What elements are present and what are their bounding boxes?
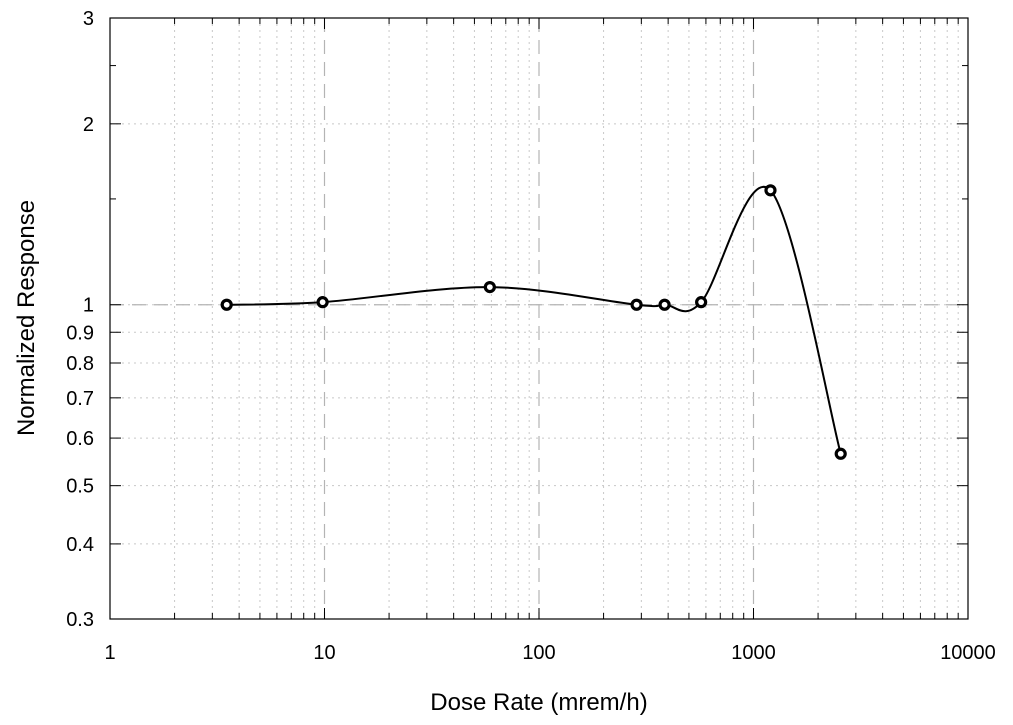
- data-markers: [220, 184, 847, 460]
- x-tick-label: 10000: [940, 642, 996, 664]
- data-point: [316, 296, 329, 309]
- y-tick-label: 2: [83, 114, 94, 136]
- data-point: [834, 447, 847, 460]
- x-tick-label: 10: [313, 642, 335, 664]
- x-tick-label: 1000: [731, 642, 776, 664]
- plot-frame: [109, 17, 969, 620]
- x-tick-label: 1: [104, 642, 115, 664]
- y-tick-label: 0.4: [66, 534, 94, 556]
- data-point: [695, 296, 708, 309]
- data-point: [483, 280, 496, 294]
- x-axis-title: Dose Rate (mrem/h): [430, 689, 647, 716]
- tick-labels: 1 10 100 1000 10000 0.3 0.4 0.5 0.6 0.7 0.8 0.9 1 2 3: [66, 8, 996, 664]
- y-tick-label: 0.5: [66, 476, 94, 498]
- data-point: [220, 298, 233, 311]
- data-point: [630, 298, 643, 311]
- y-tick-label: 0.9: [66, 322, 94, 344]
- series-curve: [226, 186, 842, 455]
- y-tick-label: 3: [83, 8, 94, 30]
- x-tick-label: 100: [522, 642, 555, 664]
- y-tick-label: 0.6: [66, 428, 94, 450]
- y-axis-title: Normalized Response: [13, 200, 40, 436]
- grid: [110, 18, 968, 619]
- y-tick-label: 0.3: [66, 609, 94, 631]
- data-point: [658, 298, 671, 311]
- y-tick-label: 0.7: [66, 388, 94, 410]
- data-point: [764, 184, 777, 197]
- y-tick-label: 1: [83, 295, 94, 317]
- y-tick-label: 0.8: [66, 353, 94, 375]
